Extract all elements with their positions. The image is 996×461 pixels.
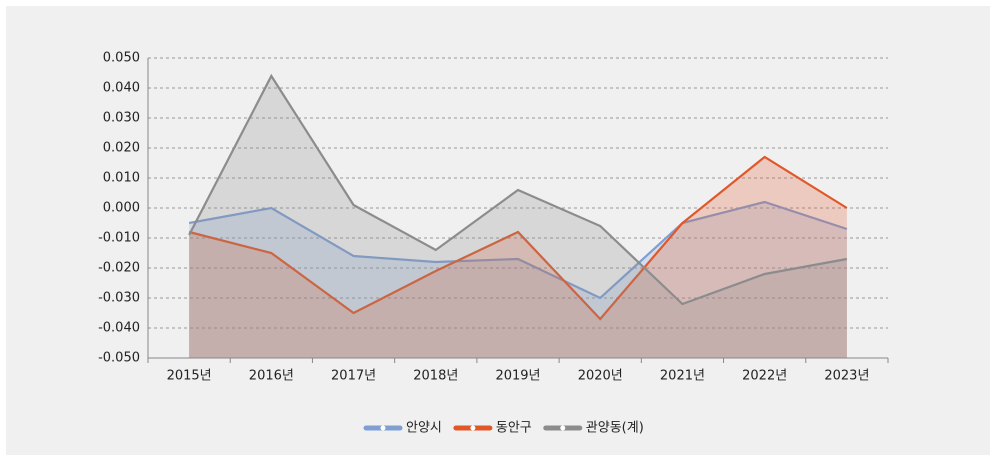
x-tick-label: 2021년 — [660, 369, 705, 384]
y-tick-label: 0.030 — [103, 111, 140, 126]
x-tick-label: 2019년 — [495, 369, 540, 384]
legend-marker — [470, 425, 476, 431]
legend-marker — [380, 425, 386, 431]
x-tick-label: 2018년 — [413, 369, 458, 384]
series-area — [189, 157, 847, 358]
legend-marker — [560, 425, 566, 431]
x-tick-label: 2022년 — [742, 369, 787, 384]
y-tick-label: -0.010 — [98, 231, 140, 246]
legend-label: 안양시 — [406, 421, 442, 436]
legend-label: 관양동(계) — [586, 421, 644, 436]
x-tick-label: 2015년 — [167, 369, 212, 384]
y-tick-label: -0.030 — [98, 291, 140, 306]
x-tick-label: 2016년 — [249, 369, 294, 384]
y-tick-label: 0.010 — [103, 171, 140, 186]
y-tick-label: 0.040 — [103, 81, 140, 96]
chart-background — [6, 6, 990, 455]
y-tick-label: 0.050 — [103, 51, 140, 66]
series-line — [188, 155, 848, 321]
x-tick-label: 2023년 — [824, 369, 869, 384]
y-tick-label: -0.050 — [98, 351, 140, 366]
legend-label: 동안구 — [496, 421, 532, 436]
series-line — [188, 200, 848, 300]
series-area — [189, 202, 847, 358]
legend: 안양시 동안구 관양동(계) — [363, 421, 644, 436]
y-tick-label: 0.020 — [103, 141, 140, 156]
series-area — [189, 76, 847, 358]
y-tick-label: 0.000 — [103, 201, 140, 216]
x-tick-label: 2017년 — [331, 369, 376, 384]
x-tick-label: 2020년 — [578, 369, 623, 384]
y-tick-label: -0.040 — [98, 321, 140, 336]
y-tick-label: -0.020 — [98, 261, 140, 276]
series-line — [188, 73, 848, 306]
